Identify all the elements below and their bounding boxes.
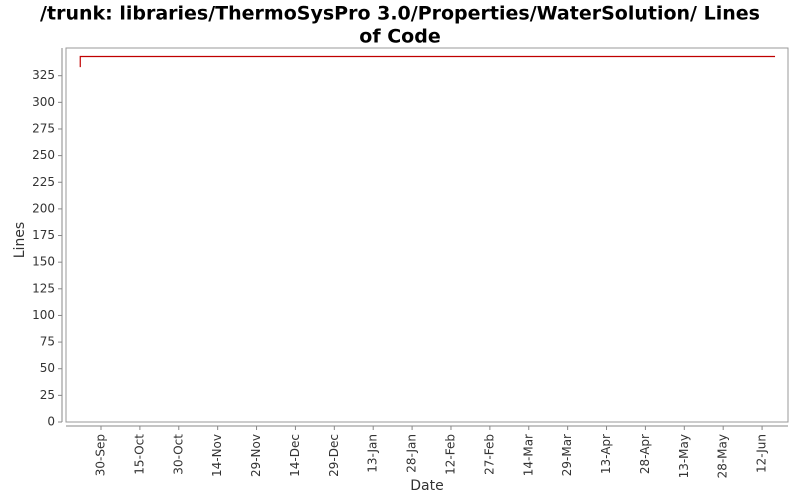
x-tick-label: 29-Nov [249, 434, 263, 477]
line-series [79, 55, 776, 68]
x-tick-label: 28-Apr [638, 434, 652, 474]
x-tick-label: 29-Mar [560, 434, 574, 476]
x-tick-label: 15-Oct [132, 434, 146, 475]
y-tick-label: 200 [32, 201, 55, 215]
x-tick-label: 30-Sep [93, 434, 107, 476]
y-tick-label: 25 [40, 388, 55, 402]
y-tick-label: 275 [32, 121, 55, 135]
y-tick-label: 175 [32, 228, 55, 242]
x-tick-label: 28-May [716, 434, 730, 478]
x-tick-label: 14-Mar [521, 434, 535, 476]
y-tick-label: 250 [32, 148, 55, 162]
y-tick-label: 325 [32, 68, 55, 82]
y-tick-label: 75 [40, 335, 55, 349]
x-tick-label: 27-Feb [482, 434, 496, 475]
x-tick-label: 29-Dec [327, 434, 341, 477]
x-axis-title: Date [410, 478, 443, 494]
y-tick-label: 100 [32, 308, 55, 322]
plot-area [65, 47, 789, 423]
y-tick-label: 50 [40, 361, 55, 375]
x-tick-label: 28-Jan [405, 434, 419, 473]
chart-title: /trunk: libraries/ThermoSysPro 3.0/Prope… [40, 3, 760, 25]
chart-title: of Code [359, 26, 440, 48]
x-tick-label: 13-May [677, 434, 691, 478]
y-axis-title: Lines [12, 222, 28, 258]
x-tick-label: 14-Nov [210, 434, 224, 477]
y-tick-label: 150 [32, 255, 55, 269]
y-tick-label: 300 [32, 95, 55, 109]
x-tick-label: 12-Feb [443, 434, 457, 475]
x-tick-label: 30-Oct [171, 434, 185, 475]
x-tick-label: 14-Dec [288, 434, 302, 477]
y-tick-label: 225 [32, 175, 55, 189]
x-tick-label: 13-Jan [366, 434, 380, 473]
x-tick-label: 12-Jun [755, 434, 769, 473]
x-tick-label: 13-Apr [599, 434, 613, 474]
y-tick-label: 125 [32, 281, 55, 295]
y-tick-label: 0 [47, 415, 55, 429]
